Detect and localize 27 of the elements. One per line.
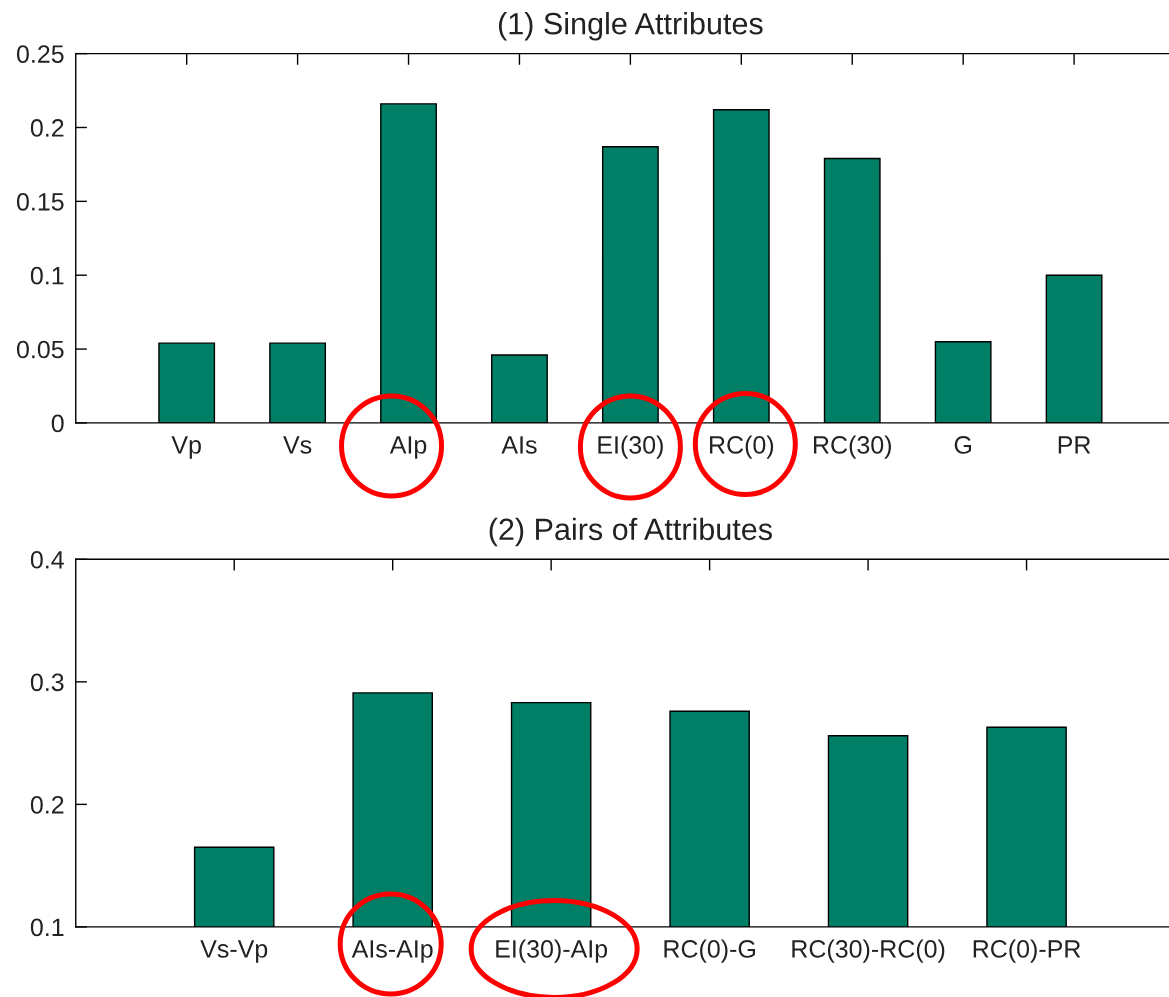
chart-title: (1) Single Attributes <box>498 12 763 41</box>
x-tick-label: RC(0)-PR <box>973 939 1081 963</box>
x-tick-label: G <box>954 436 972 454</box>
x-tick-label: AIs <box>501 436 537 454</box>
x-tick-label: RC(0)-G <box>664 939 755 963</box>
x-tick-label: Vp <box>171 436 201 459</box>
y-tick-label: 0.05 <box>16 340 64 359</box>
y-tick-label: 0.15 <box>16 192 64 211</box>
x-tick-label: Vs-Vp <box>200 940 268 963</box>
y-tick-label: 0 <box>51 414 64 433</box>
x-tick-label: RC(30) <box>814 435 891 459</box>
x-tick-label: EI(30)-AIp <box>496 939 608 963</box>
x-tick-label: EI(30) <box>598 435 663 459</box>
y-tick-label: 0.25 <box>16 45 64 63</box>
y-tick-label: 0.4 <box>30 550 64 569</box>
chart-title: (2) Pairs of Attributes <box>489 517 772 547</box>
y-tick-label: 0.2 <box>30 795 64 814</box>
x-tick-label: PR <box>1058 436 1091 454</box>
x-tick-label: RC(0) <box>710 435 774 459</box>
y-tick-label: 0.3 <box>30 673 64 692</box>
y-tick-label: 0.2 <box>30 119 64 137</box>
y-tick-label: 0.1 <box>30 918 64 937</box>
x-tick-label: RC(30)-RC(0) <box>792 939 945 963</box>
x-tick-label: AIp <box>389 436 427 459</box>
y-tick-label: 0.1 <box>30 266 64 285</box>
x-tick-label: AIs-AIp <box>351 940 433 963</box>
x-tick-label: Vs <box>283 436 312 454</box>
